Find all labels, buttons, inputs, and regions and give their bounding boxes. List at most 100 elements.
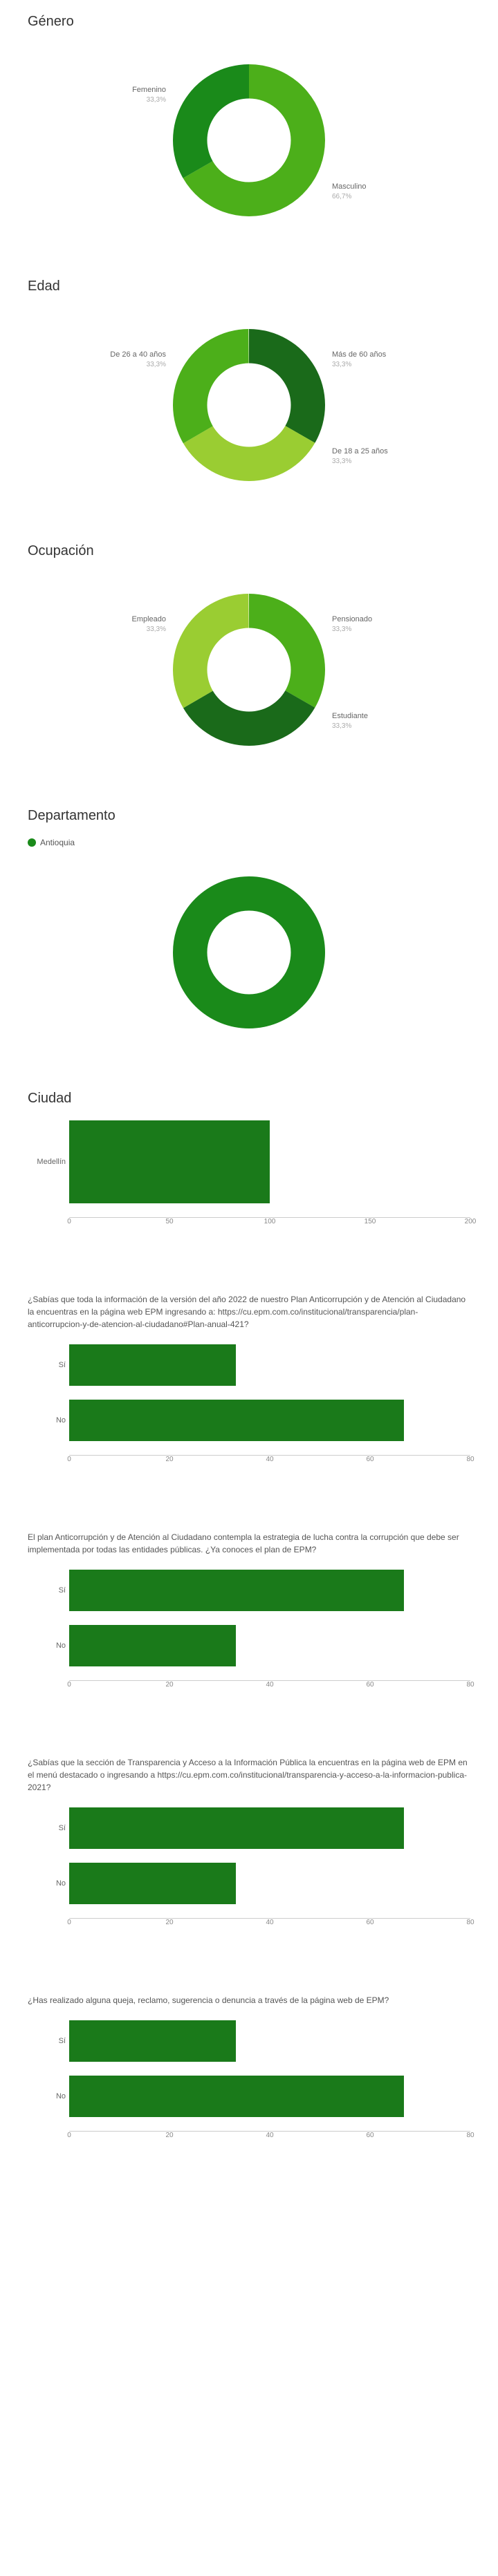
slice-label: De 26 a 40 años33,3% <box>110 350 166 370</box>
donut-chart: Más de 60 años33,3% De 18 a 25 años33,3%… <box>152 308 346 502</box>
slice-label: Pensionado33,3% <box>332 614 372 634</box>
x-axis: 020406080 <box>69 1455 470 1469</box>
slice-label: Estudiante33,3% <box>332 711 368 731</box>
bar-label: Medellín <box>31 1158 66 1166</box>
bar-fill <box>69 2020 236 2062</box>
bar-chart: Sí No 020406080 <box>28 2020 470 2165</box>
bar-fill <box>69 1807 404 1849</box>
chart-title: ¿Sabías que toda la información de la ve… <box>28 1293 470 1331</box>
chart-title: Ciudad <box>28 1091 470 1107</box>
chart-title: ¿Has realizado alguna queja, reclamo, su… <box>28 1994 470 2006</box>
axis-tick: 0 <box>67 1456 71 1463</box>
axis-tick: 20 <box>165 1456 173 1463</box>
axis-tick: 40 <box>266 1456 273 1463</box>
axis-tick: 80 <box>466 1456 474 1463</box>
axis-tick: 0 <box>67 2132 71 2139</box>
bar-track <box>69 1344 470 1386</box>
axis-tick: 40 <box>266 2132 273 2139</box>
bar-label: No <box>31 1879 66 1888</box>
axis-tick: 20 <box>165 2132 173 2139</box>
bar-fill <box>69 1625 236 1666</box>
axis-tick: 0 <box>67 1218 71 1225</box>
bar-label: Sí <box>31 1361 66 1369</box>
chart-q4: ¿Has realizado alguna queja, reclamo, su… <box>28 1994 470 2165</box>
axis-tick: 20 <box>165 1919 173 1926</box>
axis-tick: 150 <box>365 1218 376 1225</box>
bar-chart: Medellín 050100150200 <box>28 1120 470 1252</box>
bar-track <box>69 1807 470 1849</box>
slice-label: Masculino66,7% <box>332 182 367 202</box>
slice-label: Más de 60 años33,3% <box>332 350 386 370</box>
chart-q2: El plan Anticorrupción y de Atención al … <box>28 1531 470 1715</box>
chart-title: Edad <box>28 279 470 294</box>
x-axis: 020406080 <box>69 1918 470 1932</box>
axis-tick: 60 <box>366 1456 374 1463</box>
donut-chart <box>152 856 346 1049</box>
bar-track <box>69 2020 470 2062</box>
axis-tick: 0 <box>67 1681 71 1689</box>
bar-track <box>69 1120 470 1203</box>
bar-row: No <box>69 1625 470 1666</box>
slice-label: De 18 a 25 años33,3% <box>332 446 388 467</box>
slice-label: Femenino33,3% <box>132 85 166 105</box>
axis-tick: 80 <box>466 2132 474 2139</box>
chart-title: Género <box>28 14 470 30</box>
chart-q1: ¿Sabías que toda la información de la ve… <box>28 1293 470 1489</box>
bar-label: No <box>31 1416 66 1425</box>
bar-row: No <box>69 1400 470 1441</box>
bar-row: Sí <box>69 1807 470 1849</box>
axis-tick: 40 <box>266 1919 273 1926</box>
bar-fill <box>69 2076 404 2117</box>
chart-title: Ocupación <box>28 543 470 559</box>
chart-edad: Edad Más de 60 años33,3% De 18 a 25 años… <box>28 279 470 502</box>
axis-tick: 0 <box>67 1919 71 1926</box>
legend-item: Antioquia <box>28 838 470 847</box>
bar-fill <box>69 1570 404 1611</box>
chart-q3: ¿Sabías que la sección de Transparencia … <box>28 1756 470 1953</box>
chart-ocupacion: Ocupación Pensionado33,3% Estudiante33,3… <box>28 543 470 767</box>
axis-tick: 200 <box>465 1218 477 1225</box>
bar-row: Sí <box>69 1344 470 1386</box>
x-axis: 020406080 <box>69 1680 470 1694</box>
chart-departamento: Departamento Antioquia <box>28 808 470 1049</box>
axis-tick: 80 <box>466 1681 474 1689</box>
axis-tick: 60 <box>366 2132 374 2139</box>
bar-fill <box>69 1400 404 1441</box>
chart-ciudad: Ciudad Medellín 050100150200 <box>28 1091 470 1252</box>
chart-genero: Género Masculino66,7% Femenino33,3% <box>28 14 470 237</box>
slice-label: Empleado33,3% <box>131 614 166 634</box>
axis-tick: 80 <box>466 1919 474 1926</box>
bar-label: Sí <box>31 1824 66 1832</box>
bar-track <box>69 1400 470 1441</box>
bar-fill <box>69 1344 236 1386</box>
axis-tick: 50 <box>165 1218 173 1225</box>
bar-track <box>69 1863 470 1904</box>
bar-chart: Sí No 020406080 <box>28 1344 470 1489</box>
bar-track <box>69 1570 470 1611</box>
axis-tick: 20 <box>165 1681 173 1689</box>
bar-track <box>69 1625 470 1666</box>
legend-label: Antioquia <box>40 838 75 847</box>
bar-row: No <box>69 2076 470 2117</box>
axis-tick: 60 <box>366 1919 374 1926</box>
chart-title: ¿Sabías que la sección de Transparencia … <box>28 1756 470 1794</box>
x-axis: 020406080 <box>69 2131 470 2145</box>
chart-title: Departamento <box>28 808 470 824</box>
bar-chart: Sí No 020406080 <box>28 1807 470 1953</box>
legend-swatch <box>28 838 36 847</box>
axis-tick: 100 <box>264 1218 276 1225</box>
bar-row: Sí <box>69 2020 470 2062</box>
bar-chart: Sí No 020406080 <box>28 1570 470 1715</box>
axis-tick: 60 <box>366 1681 374 1689</box>
bar-track <box>69 2076 470 2117</box>
bar-label: Sí <box>31 1586 66 1595</box>
x-axis: 050100150200 <box>69 1217 470 1231</box>
chart-title: El plan Anticorrupción y de Atención al … <box>28 1531 470 1556</box>
axis-tick: 40 <box>266 1681 273 1689</box>
bar-fill <box>69 1863 236 1904</box>
bar-label: No <box>31 2092 66 2100</box>
donut-chart: Masculino66,7% Femenino33,3% <box>152 44 346 237</box>
bar-label: No <box>31 1642 66 1650</box>
bar-label: Sí <box>31 2037 66 2045</box>
donut-chart: Pensionado33,3% Estudiante33,3% Empleado… <box>152 573 346 767</box>
